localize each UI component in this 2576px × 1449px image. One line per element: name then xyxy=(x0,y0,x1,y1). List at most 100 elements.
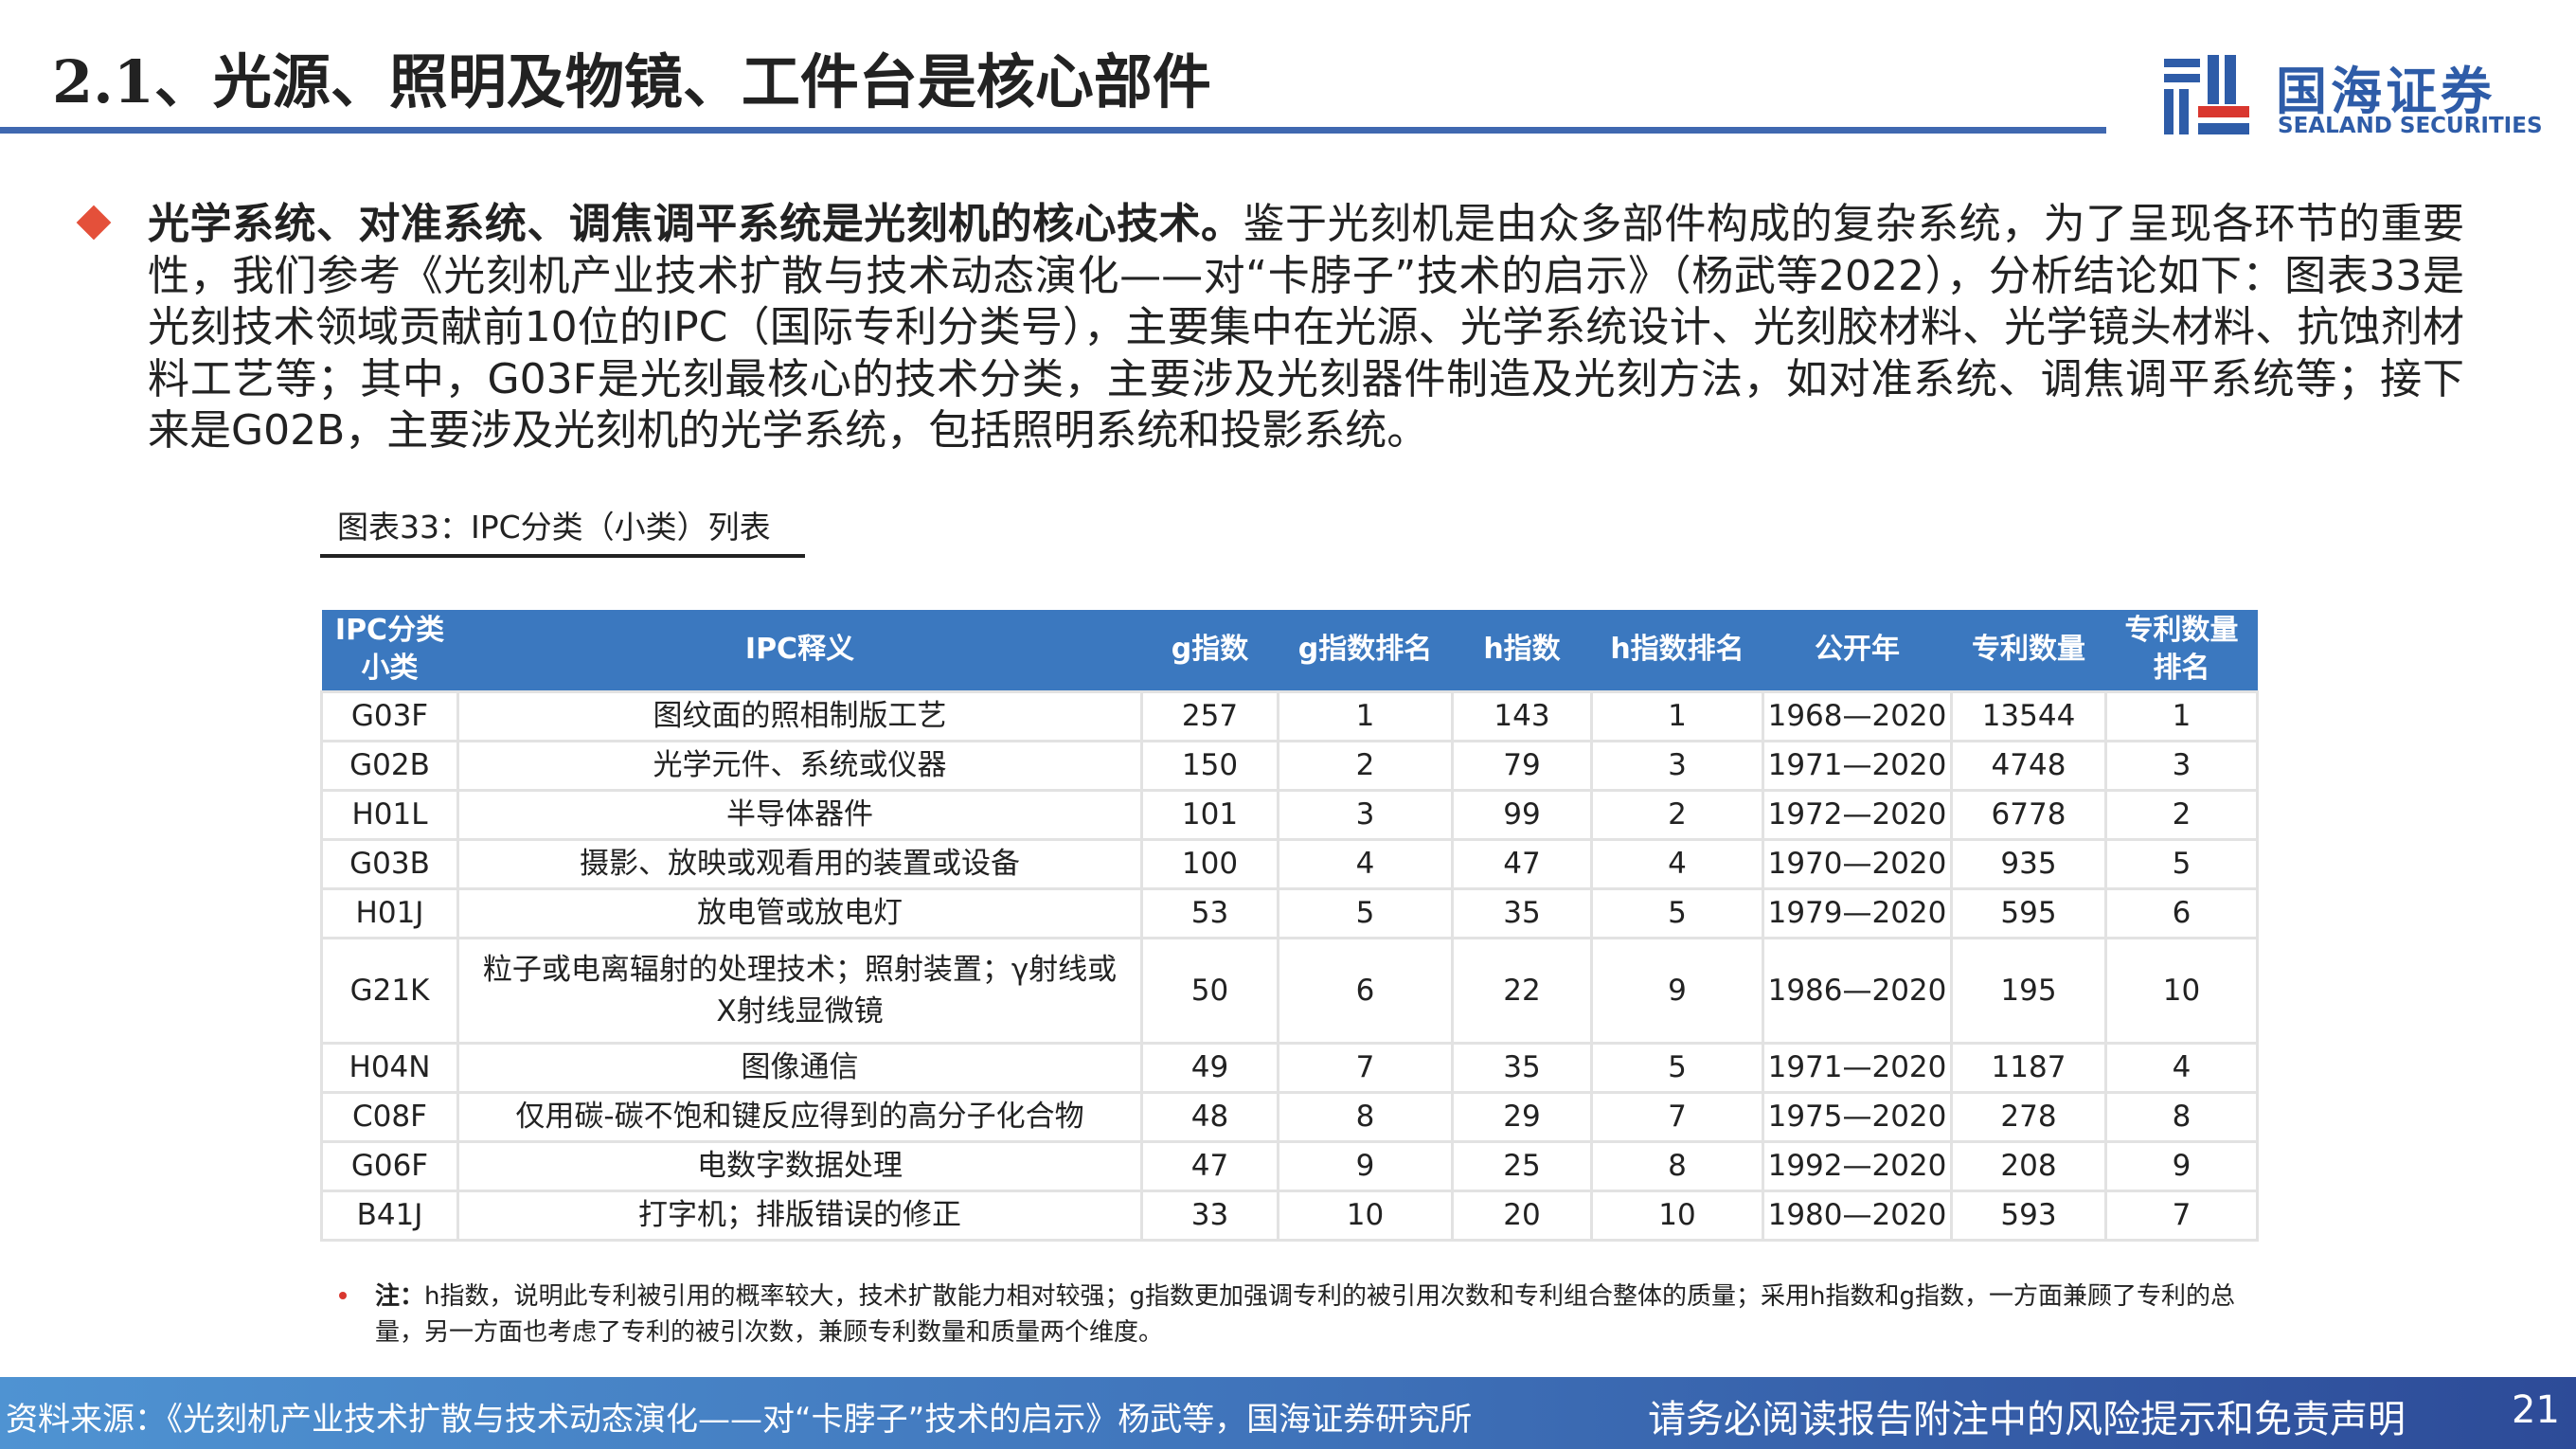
table-cell: 10 xyxy=(1590,1189,1764,1242)
table-cell: 8 xyxy=(1590,1139,1764,1192)
table-cell: 1972—2020 xyxy=(1762,788,1953,841)
table-row: G06F 电数字数据处理 47 9 25 8 1992—2020 208 9 xyxy=(320,1139,2259,1192)
ipc-table: IPC分类 小类 IPC释义 g指数 g指数排名 h指数 h指数排名 公开年 专利数量 专利数量排… xyxy=(320,610,2259,1242)
table-cell: G21K xyxy=(320,936,459,1045)
table-header-cell: 专利数量 xyxy=(1951,610,2106,691)
table-cell: H01L xyxy=(320,788,459,841)
title-divider xyxy=(0,127,2106,134)
table-header-cell: g指数 xyxy=(1141,610,1279,691)
table-row: G03B 摄影、放映或观看用的装置或设备 100 4 47 4 1970—2020 935 5 xyxy=(320,837,2259,890)
table-row: H04N 图像通信 49 7 35 5 1971—2020 1187 4 xyxy=(320,1041,2259,1094)
table-cell: 8 xyxy=(2104,1090,2259,1143)
table-header-cell: 专利数量 排名 xyxy=(2105,610,2258,691)
table-cell: 33 xyxy=(1140,1189,1279,1242)
footer-source: 资料来源：《光刻机产业技术扩散与技术动态演化——对“卡脖子”技术的启示》杨武等，… xyxy=(6,1401,1473,1439)
table-cell: 208 xyxy=(1950,1139,2107,1192)
table-cell: C08F xyxy=(320,1090,459,1143)
table-cell: 7 xyxy=(1590,1090,1764,1143)
table-cell: 4748 xyxy=(1950,739,2107,792)
table-cell: 35 xyxy=(1451,886,1593,939)
table-cell: 1975—2020 xyxy=(1762,1090,1953,1143)
table-cell: 3 xyxy=(1277,788,1454,841)
table-cell: 5 xyxy=(2104,837,2259,890)
table-cell: 1971—2020 xyxy=(1762,1041,1953,1094)
table-cell: 50 xyxy=(1140,936,1279,1045)
footer-disclaimer: 请务必阅读报告附注中的风险提示和免责声明 xyxy=(1648,1398,2406,1441)
table-header-cell: h指数 xyxy=(1452,610,1592,691)
table-row: G21K 粒子或电离辐射的处理技术；照射装置；γ射线或X射线显微镜 50 6 22 9 19… xyxy=(320,936,2259,1045)
table-cell: 195 xyxy=(1950,936,2107,1045)
table-header-cell: g指数排名 xyxy=(1278,610,1453,691)
figure-caption: 图表33：IPC分类（小类）列表 xyxy=(337,509,771,546)
table-cell: 49 xyxy=(1140,1041,1279,1094)
table-cell: 150 xyxy=(1140,739,1279,792)
table-cell: 1992—2020 xyxy=(1762,1139,1953,1192)
table-cell: B41J xyxy=(320,1189,459,1242)
table-cell: 放电管或放电灯 xyxy=(456,886,1143,939)
table-cell: 1970—2020 xyxy=(1762,837,1953,890)
table-cell: 1 xyxy=(2104,689,2259,742)
table-cell: H01J xyxy=(320,886,459,939)
table-cell: 53 xyxy=(1140,886,1279,939)
table-cell: G06F xyxy=(320,1139,459,1192)
table-cell: 6 xyxy=(2104,886,2259,939)
table-header-cell: 公开年 xyxy=(1762,610,1952,691)
table-cell: 25 xyxy=(1451,1139,1593,1192)
table-cell: 100 xyxy=(1140,837,1279,890)
table-cell: 79 xyxy=(1451,739,1593,792)
table-cell: 8 xyxy=(1277,1090,1454,1143)
logo-english-name: SEALAND SECURITIES xyxy=(2278,114,2543,138)
table-cell: 6778 xyxy=(1950,788,2107,841)
body-paragraph: 光学系统、对准系统、调焦调平系统是光刻机的核心技术。鉴于光刻机是由众多部件构成的… xyxy=(148,199,2464,457)
table-cell: 1979—2020 xyxy=(1762,886,1953,939)
table-row: B41J 打字机；排版错误的修正 33 10 20 10 1980—2020 593 7 xyxy=(320,1189,2259,1242)
table-cell: G03F xyxy=(320,689,459,742)
table-cell: 29 xyxy=(1451,1090,1593,1143)
table-cell: 光学元件、系统或仪器 xyxy=(456,739,1143,792)
table-cell: 2 xyxy=(1277,739,1454,792)
logo-chinese-name: 国海证券 xyxy=(2276,62,2496,121)
table-cell: 143 xyxy=(1451,689,1593,742)
table-cell: 10 xyxy=(2104,936,2259,1045)
table-cell: 电数字数据处理 xyxy=(456,1139,1143,1192)
table-cell: 图纹面的照相制版工艺 xyxy=(456,689,1143,742)
table-cell: 7 xyxy=(2104,1189,2259,1242)
table-cell: 5 xyxy=(1590,1041,1764,1094)
sealand-logo: 国海证券 SEALAND SECURITIES xyxy=(2164,49,2543,144)
table-row: G02B 光学元件、系统或仪器 150 2 79 3 1971—2020 4748 3 xyxy=(320,739,2259,792)
table-cell: 4 xyxy=(1277,837,1454,890)
table-cell: 4 xyxy=(1590,837,1764,890)
table-header-row: IPC分类 小类 IPC释义 g指数 g指数排名 h指数 h指数排名 公开年 专利数量 专利数量排… xyxy=(321,610,2258,691)
table-cell: 9 xyxy=(1277,1139,1454,1192)
table-cell: 1 xyxy=(1590,689,1764,742)
body-text: 鉴于光刻机是由众多部件构成的复杂系统，为了呈现各环节的重要性，我们参考《光刻机产… xyxy=(148,200,2465,455)
table-cell: 2 xyxy=(1590,788,1764,841)
table-header-cell: IPC释义 xyxy=(457,610,1142,691)
table-cell: 3 xyxy=(2104,739,2259,792)
table-cell: 1 xyxy=(1277,689,1454,742)
table-cell: 22 xyxy=(1451,936,1593,1045)
table-cell: 35 xyxy=(1451,1041,1593,1094)
table-cell: 48 xyxy=(1140,1090,1279,1143)
table-cell: 99 xyxy=(1451,788,1593,841)
table-cell: G03B xyxy=(320,837,459,890)
table-row: G03F 图纹面的照相制版工艺 257 1 143 1 1968—2020 13544 1 xyxy=(320,689,2259,742)
table-cell: 1971—2020 xyxy=(1762,739,1953,792)
table-cell: 9 xyxy=(2104,1139,2259,1192)
table-cell: 593 xyxy=(1950,1189,2107,1242)
page-title: 2.1、光源、照明及物镜、工件台是核心部件 xyxy=(52,47,1211,116)
table-cell: 6 xyxy=(1277,936,1454,1045)
table-cell: 935 xyxy=(1950,837,2107,890)
table-row: H01J 放电管或放电灯 53 5 35 5 1979—2020 595 6 xyxy=(320,886,2259,939)
table-cell: 47 xyxy=(1140,1139,1279,1192)
table-cell: 10 xyxy=(1277,1189,1454,1242)
table-cell: 仅用碳-碳不饱和键反应得到的高分子化合物 xyxy=(456,1090,1143,1143)
table-header-cell: h指数排名 xyxy=(1591,610,1763,691)
table-cell: 2 xyxy=(2104,788,2259,841)
table-cell: 20 xyxy=(1451,1189,1593,1242)
body-lead: 光学系统、对准系统、调焦调平系统是光刻机的核心技术。 xyxy=(148,200,1243,248)
table-note: 注：h指数，说明此专利被引用的概率较大，技术扩散能力相对较强；g指数更加强调专利… xyxy=(375,1279,2250,1351)
note-label: 注： xyxy=(375,1282,425,1311)
table-cell: 47 xyxy=(1451,837,1593,890)
table-cell: 1968—2020 xyxy=(1762,689,1953,742)
